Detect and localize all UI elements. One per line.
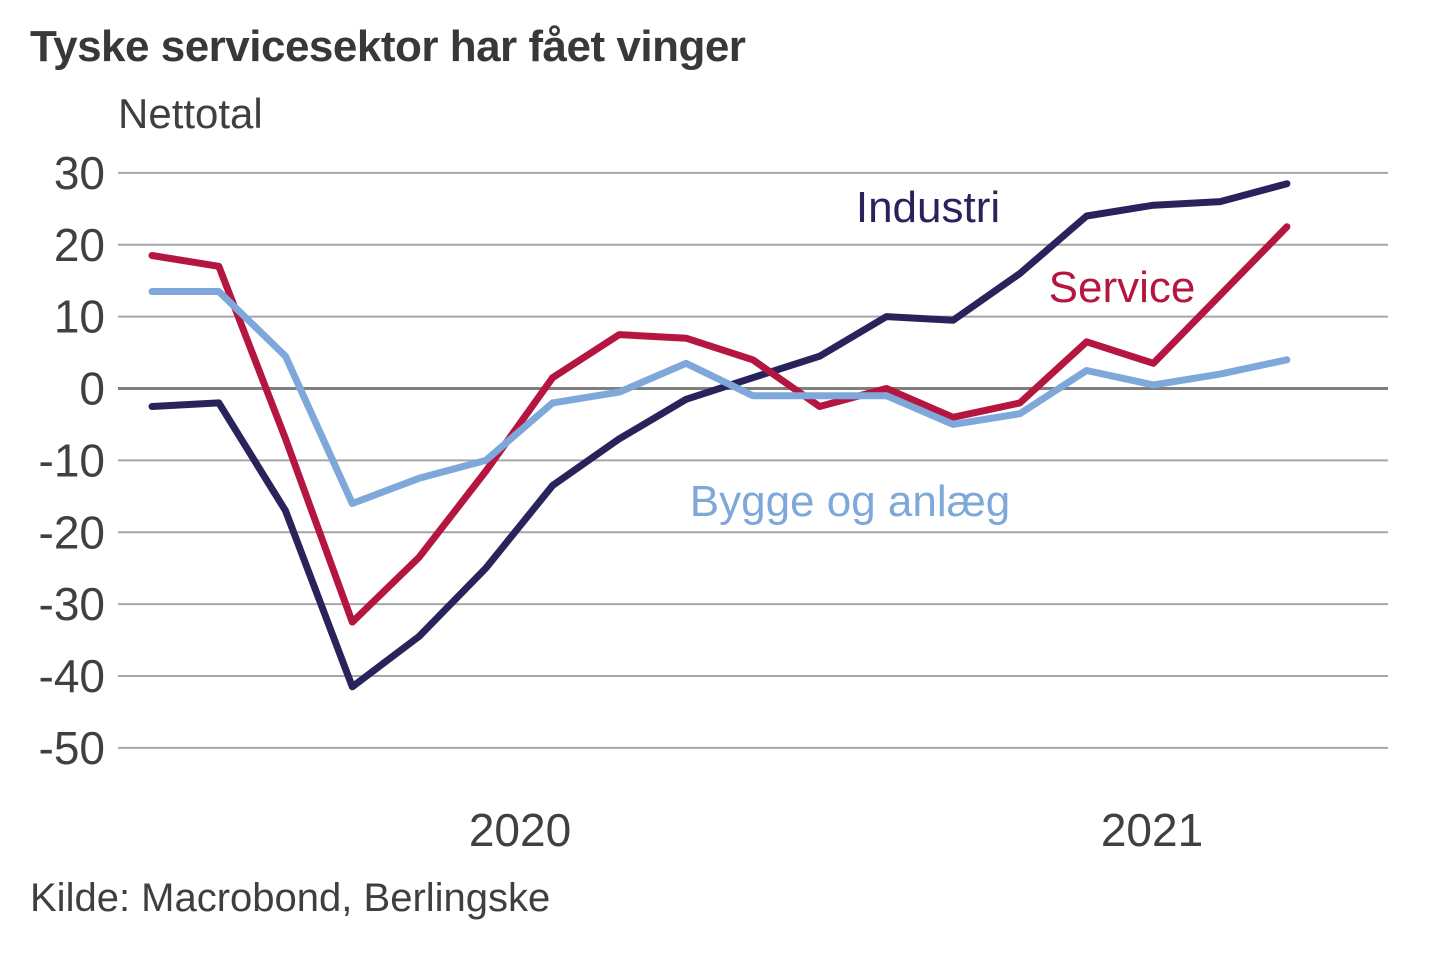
series-line-bygge-og-anlaeg bbox=[148, 288, 1291, 507]
y-tick-label--40: -40 bbox=[39, 650, 105, 702]
y-tick-label--20: -20 bbox=[39, 506, 105, 558]
y-tick-label--10: -10 bbox=[39, 434, 105, 486]
y-axis-unit-label: Nettotal bbox=[118, 90, 263, 137]
source-caption: Kilde: Macrobond, Berlingske bbox=[30, 876, 551, 920]
y-tick-label--50: -50 bbox=[39, 722, 105, 774]
y-tick-label-30: 30 bbox=[54, 147, 105, 199]
x-tick-label-2021: 2021 bbox=[1101, 804, 1203, 856]
series-label-bygge-og-anlaeg: Bygge og anlæg bbox=[690, 477, 1010, 526]
series-label-industri: Industri bbox=[856, 183, 1000, 232]
x-tick-label-2020: 2020 bbox=[469, 804, 571, 856]
y-tick-label-0: 0 bbox=[79, 363, 105, 415]
series-line-industri bbox=[148, 180, 1291, 691]
series-label-service: Service bbox=[1049, 263, 1196, 312]
y-tick-label-20: 20 bbox=[54, 219, 105, 271]
chart-title: Tyske servicesektor har fået vinger bbox=[30, 22, 746, 71]
y-tick-label--30: -30 bbox=[39, 578, 105, 630]
series-line-service bbox=[148, 223, 1291, 626]
y-tick-label-10: 10 bbox=[54, 291, 105, 343]
